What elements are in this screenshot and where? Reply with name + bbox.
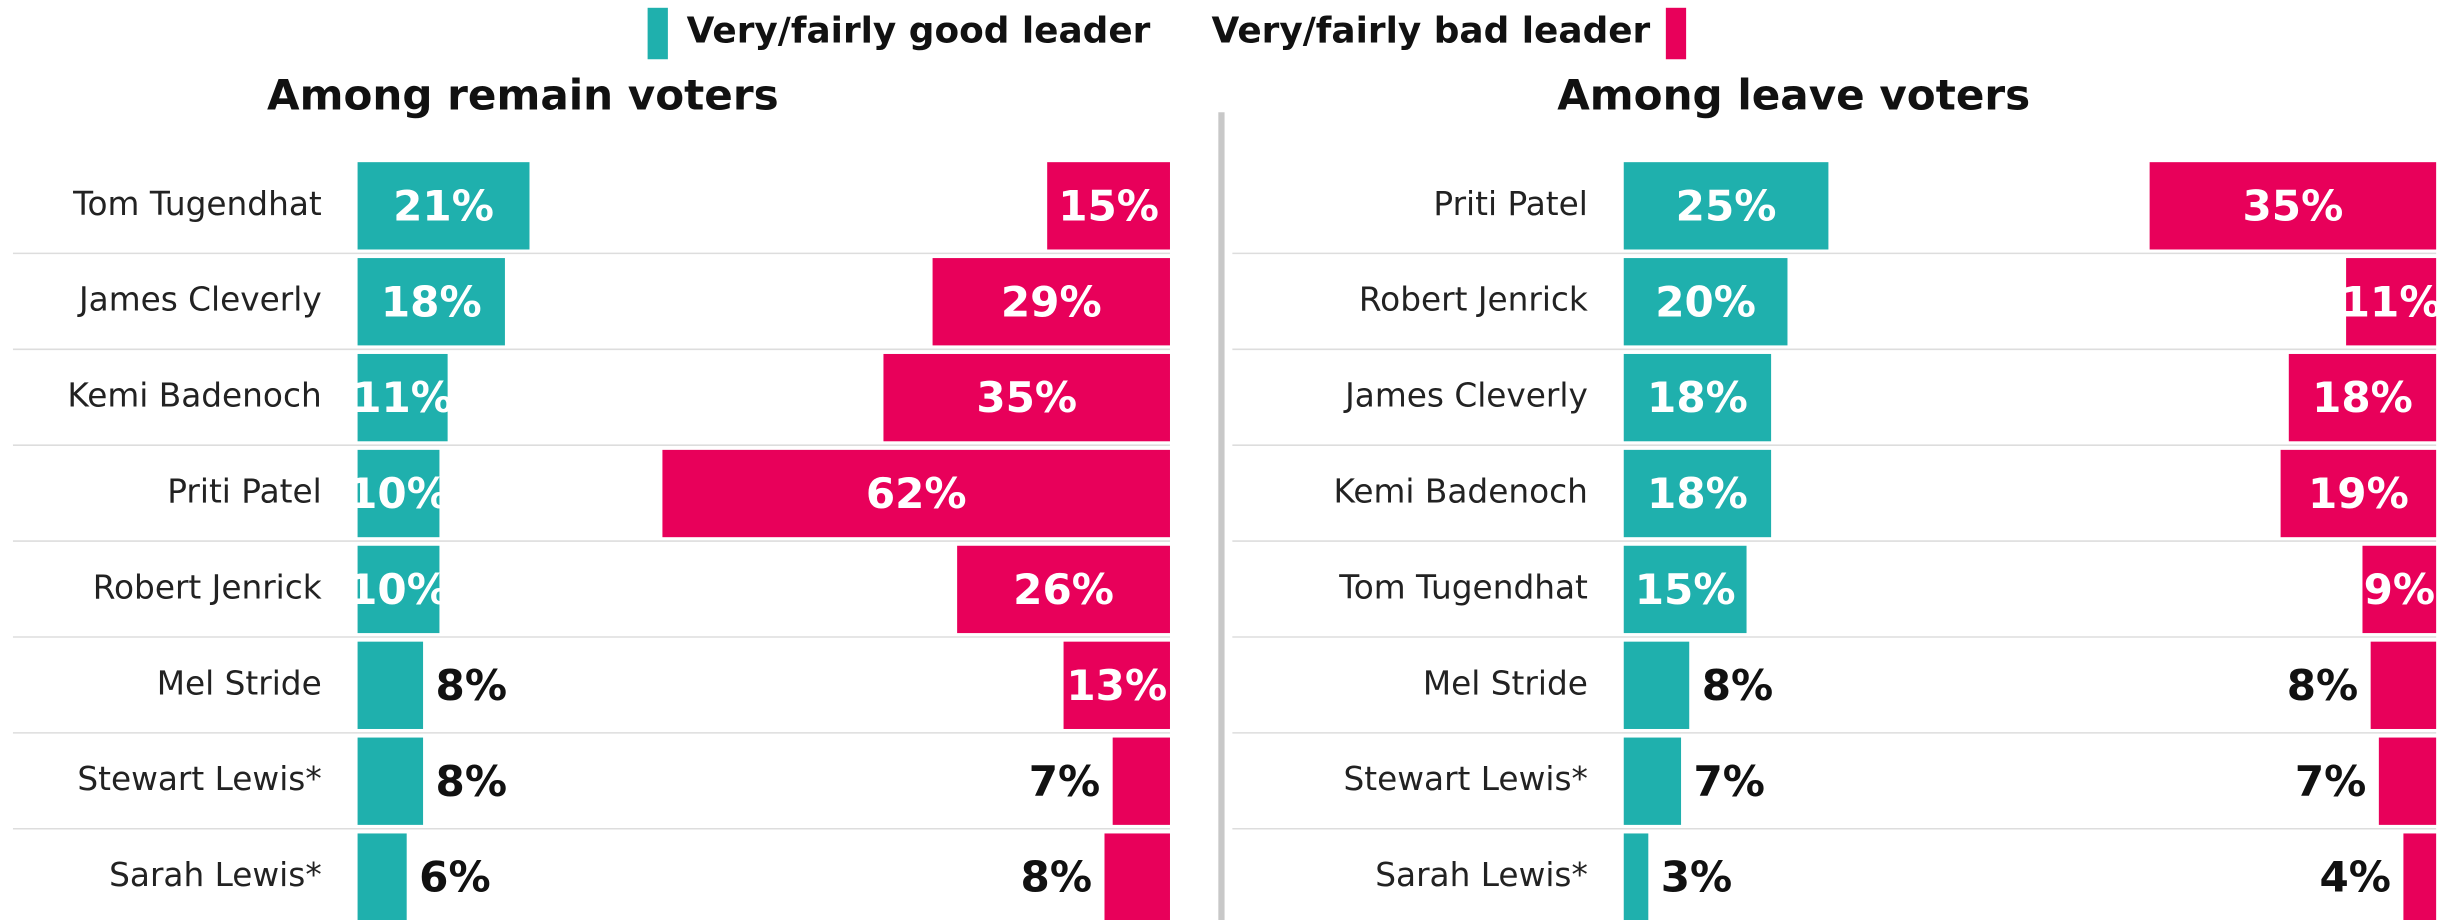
value-label: 7% (1694, 757, 1765, 806)
bar (932, 258, 1170, 346)
value-label: 18% (2312, 373, 2413, 422)
bar (1623, 641, 1690, 729)
panel-title: Among remain voters (267, 71, 779, 120)
legend-swatch (1665, 7, 1687, 60)
value-label: 20% (1655, 277, 1756, 326)
bar (357, 641, 424, 729)
bar (1063, 641, 1170, 729)
value-label: 9% (2364, 565, 2435, 614)
bar (957, 545, 1170, 634)
value-label: 8% (1702, 661, 1773, 710)
value-label: 10% (348, 565, 449, 614)
bar (1623, 833, 1649, 920)
value-label: 62% (866, 469, 967, 518)
value-label: 18% (1647, 373, 1748, 422)
value-label: 6% (419, 853, 490, 902)
bar (357, 545, 440, 634)
bar (2403, 833, 2437, 920)
value-label: 19% (2308, 469, 2409, 518)
bar (357, 353, 448, 442)
bar (1623, 737, 1682, 825)
bar (2370, 641, 2437, 729)
legend-label: Very/fairly bad leader (1212, 11, 1651, 52)
bar (2362, 545, 2437, 634)
category-label: Sarah Lewis* (1375, 856, 1588, 894)
panel-title: Among leave voters (1557, 71, 2030, 120)
category-label: Robert Jenrick (93, 568, 322, 606)
value-label: 4% (2319, 853, 2390, 902)
value-label: 15% (1635, 565, 1736, 614)
category-label: James Cleverly (77, 281, 322, 319)
bar (662, 449, 1170, 538)
category-label: Kemi Badenoch (1334, 473, 1588, 511)
value-label: 8% (436, 661, 507, 710)
bar (2346, 258, 2437, 346)
bar (2149, 162, 2437, 250)
bar (1104, 833, 1170, 920)
category-label: Stewart Lewis* (77, 760, 321, 798)
value-label: 35% (976, 373, 1077, 422)
value-label: 8% (2287, 661, 2358, 710)
value-label: 25% (1676, 181, 1777, 230)
bar (1112, 737, 1170, 825)
value-label: 18% (1647, 469, 1748, 518)
value-label: 13% (1066, 661, 1167, 710)
bar (357, 449, 440, 538)
value-label: 10% (348, 469, 449, 518)
value-label: 8% (1021, 853, 1092, 902)
category-label: Stewart Lewis* (1344, 760, 1588, 798)
value-label: 29% (1001, 277, 1102, 326)
bar (2280, 449, 2437, 538)
value-label: 7% (2295, 757, 2366, 806)
bar (1623, 258, 1788, 346)
legend-label: Very/fairly good leader (687, 11, 1151, 52)
bar (357, 833, 407, 920)
category-label: Mel Stride (157, 664, 322, 702)
bar (1623, 545, 1747, 634)
bar (1623, 162, 1829, 250)
value-label: 3% (1661, 853, 1732, 902)
category-label: Mel Stride (1423, 664, 1588, 702)
value-label: 7% (1029, 757, 1100, 806)
value-label: 11% (352, 373, 453, 422)
bar (1623, 449, 1772, 538)
bar (2288, 353, 2437, 442)
value-label: 21% (393, 181, 494, 230)
category-label: Sarah Lewis* (109, 856, 322, 894)
category-label: James Cleverly (1343, 377, 1588, 415)
bar (2378, 737, 2437, 825)
category-label: Priti Patel (1433, 185, 1587, 223)
legend-swatch (647, 7, 668, 60)
value-label: 11% (2341, 277, 2442, 326)
value-label: 8% (436, 757, 507, 806)
bar (883, 353, 1170, 442)
bar (357, 258, 505, 346)
value-label: 26% (1013, 565, 1114, 614)
value-label: 15% (1058, 181, 1159, 230)
bar (357, 162, 530, 250)
category-label: Robert Jenrick (1359, 281, 1588, 319)
category-label: Priti Patel (167, 473, 321, 511)
category-label: Kemi Badenoch (67, 377, 321, 415)
bar (357, 737, 424, 825)
bar (1623, 353, 1772, 442)
bar (1047, 162, 1170, 250)
value-label: 18% (381, 277, 482, 326)
category-label: Tom Tugendhat (1338, 568, 1588, 606)
category-label: Tom Tugendhat (72, 185, 322, 223)
value-label: 35% (2243, 181, 2344, 230)
